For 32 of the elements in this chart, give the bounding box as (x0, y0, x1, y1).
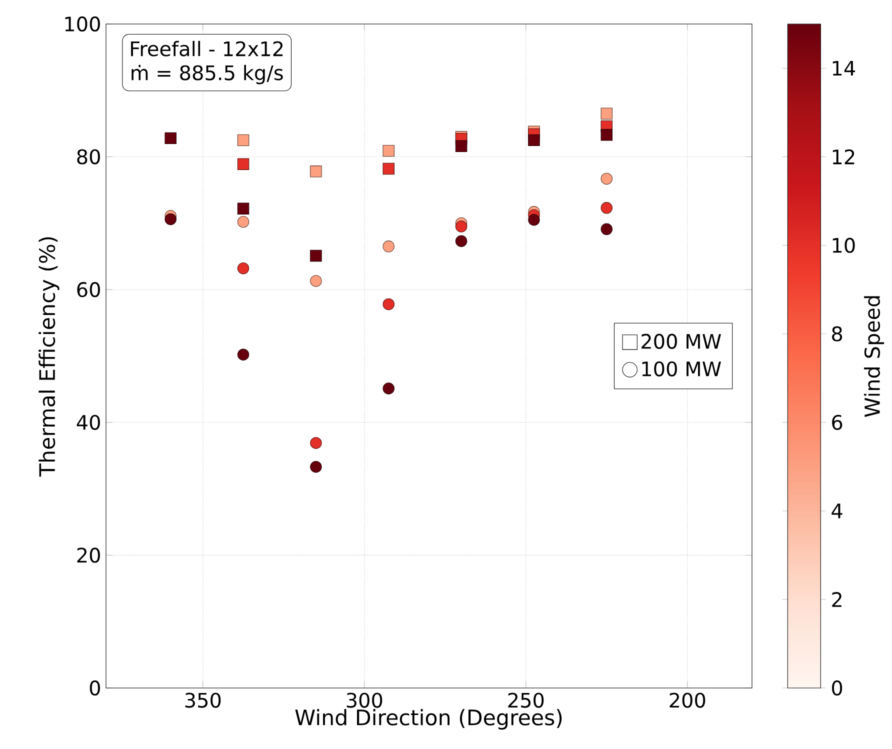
x-tick-label: 200 (670, 692, 706, 708)
y-axis-title: Thermal Efficiency (%) (38, 237, 60, 477)
text: 200 MW (642, 334, 721, 349)
y-tick-label: 20 (77, 548, 100, 563)
x-axis-title: Wind Direction (Degrees) (295, 708, 562, 730)
point (237, 262, 250, 274)
color-bar-label: 10 (832, 238, 855, 253)
point (600, 202, 613, 214)
color-bar-title: Wind Speed (864, 296, 884, 417)
y-tick-label: 60 (77, 282, 100, 298)
point (310, 437, 322, 449)
point (382, 298, 394, 310)
y-tick-label: 100 (65, 16, 100, 32)
annotation: ṁ = 885.5 kg/s (132, 64, 283, 84)
x-tick-label: 350 (185, 692, 221, 708)
color-bar-label: 0 (832, 680, 842, 696)
color-bar-label: 8 (832, 326, 842, 342)
color-bar-label: 2 (832, 592, 842, 607)
point (455, 220, 468, 232)
y-tick-label: 0 (90, 680, 100, 696)
color-bar-label: 14 (832, 60, 856, 76)
x-tick-label: 300 (346, 692, 382, 708)
text: 100 MW (642, 361, 721, 376)
color-bar-label: 12 (832, 149, 854, 164)
x-tick-label: 250 (508, 692, 544, 708)
y-tick-label: 40 (76, 414, 100, 430)
point (382, 162, 394, 175)
y-tick-label: 80 (77, 149, 100, 164)
color-bar-label: 6 (832, 414, 842, 430)
annotation: Freefall - 12x12 (131, 40, 283, 56)
point (237, 158, 250, 170)
color-bar-label: 4 (832, 504, 842, 518)
